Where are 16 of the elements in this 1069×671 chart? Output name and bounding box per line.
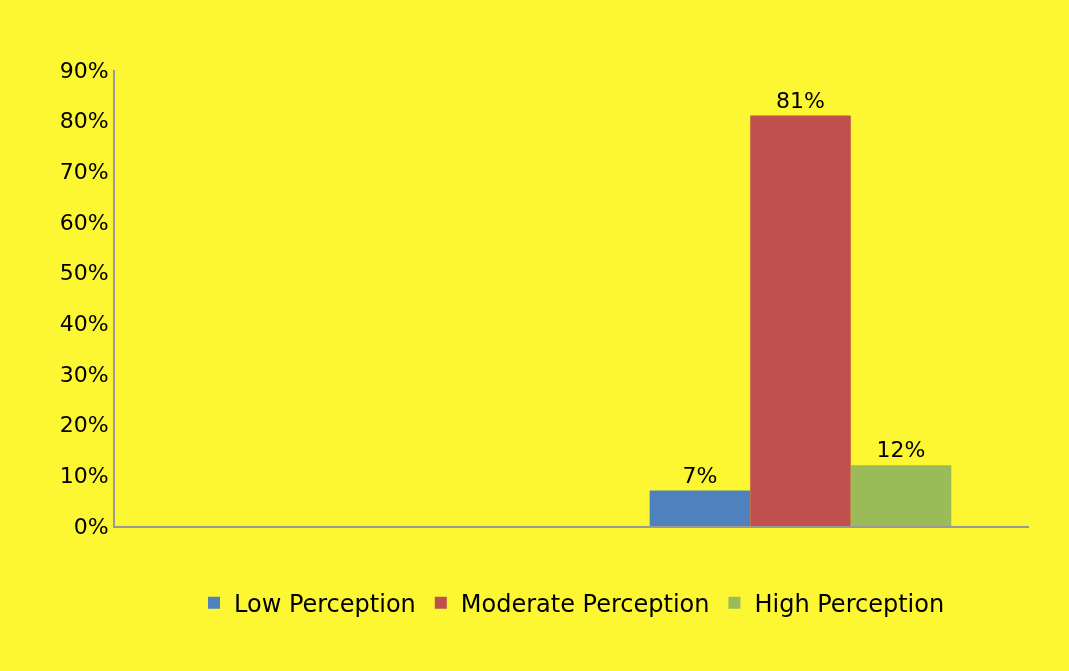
- y-tick-label: 20%: [59, 412, 109, 438]
- data-label: 7%: [682, 462, 718, 488]
- y-tick-label: 30%: [59, 361, 109, 387]
- legend-label: Low Perception: [234, 590, 416, 619]
- y-tick-label: 60%: [59, 209, 109, 235]
- y-tick-label: 40%: [59, 311, 109, 337]
- y-tick-label: 70%: [59, 159, 109, 185]
- y-tick-label: 0%: [73, 513, 109, 539]
- y-tick-label: 50%: [59, 260, 109, 286]
- y-tick-label: 80%: [59, 108, 109, 134]
- data-label: 12%: [876, 437, 926, 463]
- legend-label: High Perception: [754, 590, 945, 619]
- y-tick-label: 90%: [59, 57, 109, 83]
- y-tick-label: 10%: [59, 463, 109, 489]
- legend-label: Moderate Perception: [460, 590, 710, 619]
- data-label: 81%: [776, 87, 825, 113]
